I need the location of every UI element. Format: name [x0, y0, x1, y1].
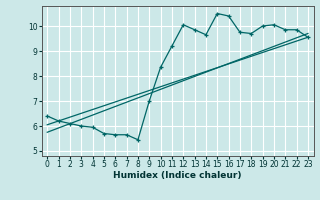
- X-axis label: Humidex (Indice chaleur): Humidex (Indice chaleur): [113, 171, 242, 180]
